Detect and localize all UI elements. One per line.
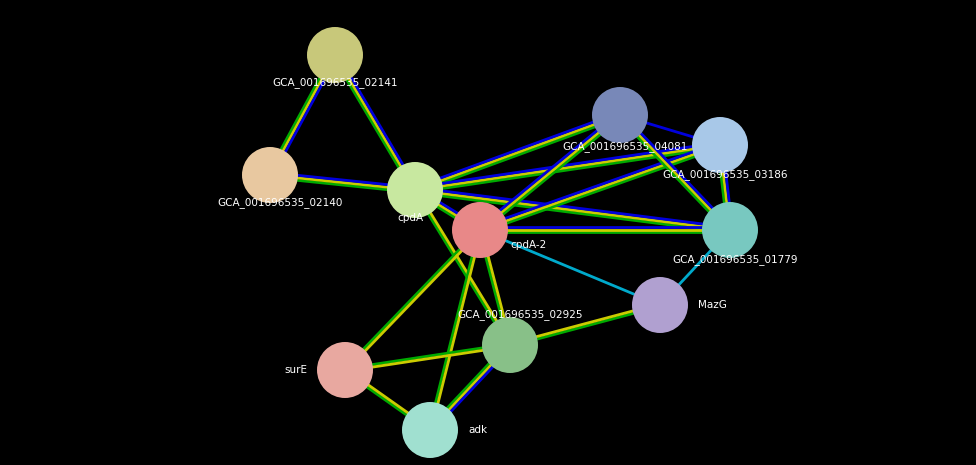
Text: GCA_001696535_01779: GCA_001696535_01779 bbox=[672, 254, 797, 266]
Circle shape bbox=[592, 87, 648, 143]
Circle shape bbox=[482, 317, 538, 373]
Circle shape bbox=[317, 342, 373, 398]
Circle shape bbox=[632, 277, 688, 333]
Text: GCA_001696535_02141: GCA_001696535_02141 bbox=[272, 78, 398, 88]
Text: GCA_001696535_03186: GCA_001696535_03186 bbox=[663, 170, 788, 180]
Text: GCA_001696535_04081: GCA_001696535_04081 bbox=[562, 141, 688, 153]
Text: MazG: MazG bbox=[698, 300, 727, 310]
Circle shape bbox=[402, 402, 458, 458]
Text: GCA_001696535_02925: GCA_001696535_02925 bbox=[457, 310, 583, 320]
Circle shape bbox=[387, 162, 443, 218]
Circle shape bbox=[692, 117, 748, 173]
Circle shape bbox=[702, 202, 758, 258]
Text: cpdA: cpdA bbox=[397, 213, 423, 223]
Text: cpdA-2: cpdA-2 bbox=[510, 240, 547, 250]
Text: GCA_001696535_02140: GCA_001696535_02140 bbox=[218, 198, 343, 208]
Text: surE: surE bbox=[284, 365, 307, 375]
Circle shape bbox=[242, 147, 298, 203]
Circle shape bbox=[307, 27, 363, 83]
Circle shape bbox=[452, 202, 508, 258]
Text: adk: adk bbox=[468, 425, 487, 435]
